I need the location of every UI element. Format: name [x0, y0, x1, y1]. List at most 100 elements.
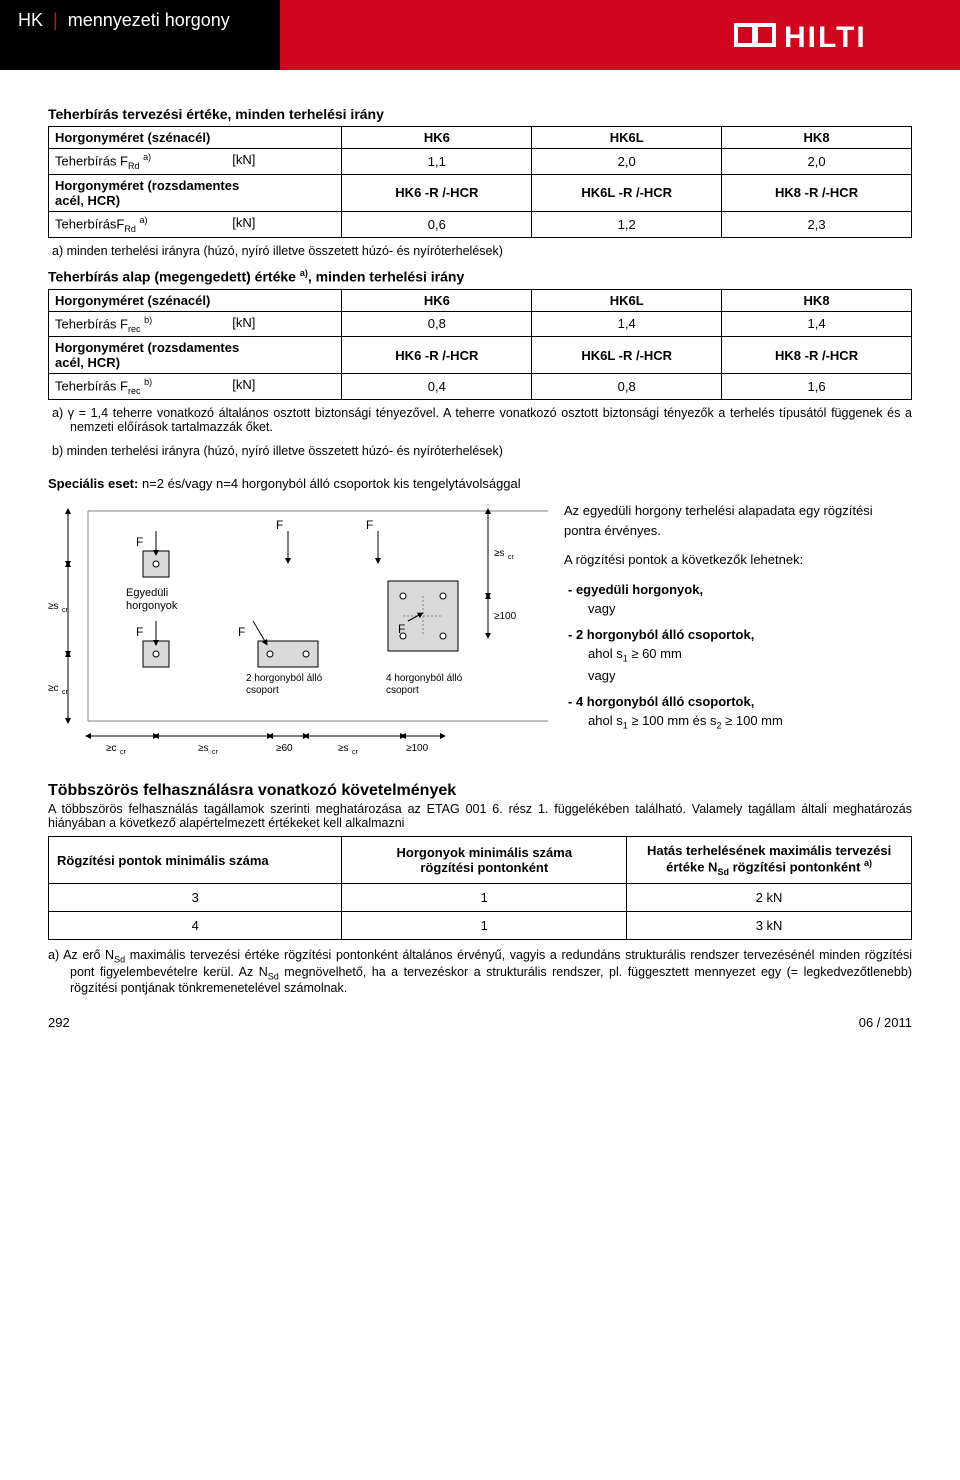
req-h3sub: Sd	[717, 867, 729, 877]
special-case: Speciális eset: n=2 és/vagy n=4 horgonyb…	[48, 476, 912, 491]
svg-text:cr: cr	[62, 689, 69, 696]
hilti-logo: HILTI	[730, 15, 930, 55]
right-li2: - 2 horgonyból álló csoportok, ahol s1 ≥…	[568, 625, 912, 686]
req-h3sup: a)	[864, 858, 872, 868]
table1-note: a) minden terhelési irányra (húzó, nyíró…	[48, 244, 912, 258]
t2-r2c4: 1,4	[722, 311, 912, 337]
t1-r1c2: HK6	[342, 127, 532, 149]
special-text: n=2 és/vagy n=4 horgonyból álló csoporto…	[142, 476, 521, 491]
li1b: vagy	[578, 601, 615, 616]
diagram-text: Az egyedüli horgony terhelési alapadata …	[564, 501, 912, 764]
right-li3: - 4 horgonyból álló csoportok, ahol s1 ≥…	[568, 692, 912, 734]
li1a: - egyedüli horgonyok,	[568, 582, 703, 597]
table2-note-a: a) γ = 1,4 teherre vonatkozó általános o…	[48, 406, 912, 434]
svg-text:HILTI: HILTI	[784, 21, 867, 54]
t1-r3c3: HK6L -R /-HCR	[532, 174, 722, 211]
t2-r2c1sup: b)	[144, 315, 152, 325]
req-intro: A többszörös felhasználás tagállamok sze…	[48, 802, 912, 830]
t2-r3c4: HK8 -R /-HCR	[722, 337, 912, 374]
fasub: Sd	[114, 955, 125, 965]
svg-text:≥s: ≥s	[48, 601, 59, 612]
t2-r1c3: HK6L	[532, 289, 722, 311]
li3a: - 4 horgonyból álló csoportok,	[568, 694, 754, 709]
t1-r4c1: TeherbírásFRd a) [kN]	[49, 211, 342, 237]
li3c: ≥ 100 mm és s	[628, 713, 717, 728]
header-logo-block: HILTI	[280, 0, 960, 70]
header-sep: |	[53, 10, 58, 31]
svg-text:F: F	[136, 535, 143, 549]
svg-text:cr: cr	[508, 554, 515, 561]
svg-text:≥s: ≥s	[494, 548, 505, 559]
right-p1: Az egyedüli horgony terhelési alapadata …	[564, 501, 912, 540]
t1-r4c1sub: Rd	[124, 224, 136, 234]
t2-r1c4: HK8	[722, 289, 912, 311]
req-footnote: a) Az erő NSd maximális tervezési értéke…	[48, 948, 912, 995]
table2: Horgonyméret (szénacél) HK6 HK6L HK8 Teh…	[48, 289, 912, 401]
header-title-block: HK | mennyezeti horgony	[0, 0, 280, 70]
t1-r2c1sub: Rd	[128, 161, 140, 171]
anchor-diagram: F F Egyedüli horgonyok F F 2 horgonyból …	[48, 501, 548, 761]
svg-text:cr: cr	[62, 607, 69, 614]
table2-title: Teherbírás alap (megengedett) értéke a),…	[48, 268, 912, 285]
svg-text:≥100: ≥100	[494, 611, 517, 622]
svg-text:Egyedüli: Egyedüli	[126, 587, 168, 599]
svg-text:F: F	[136, 625, 143, 639]
diagram-svg-container: F F Egyedüli horgonyok F F 2 horgonyból …	[48, 501, 548, 764]
req-r2c2: 1	[342, 912, 627, 940]
req-r1c3: 2 kN	[627, 884, 912, 912]
t1-r1c3: HK6L	[532, 127, 722, 149]
li2a: - 2 horgonyból álló csoportok,	[568, 627, 754, 642]
req-r1c2: 1	[342, 884, 627, 912]
fa-pre: a)	[48, 948, 63, 962]
table1: Horgonyméret (szénacél) HK6 HK6L HK8 Teh…	[48, 126, 912, 238]
fasub2: Sd	[268, 971, 279, 981]
diagram-row: F F Egyedüli horgonyok F F 2 horgonyból …	[48, 501, 912, 764]
t1-r4c3: 1,2	[532, 211, 722, 237]
t1-r2c1: Teherbírás FRd a) [kN]	[49, 149, 342, 175]
svg-text:≥s: ≥s	[198, 743, 209, 754]
svg-text:cr: cr	[120, 749, 127, 756]
page-number: 292	[48, 1015, 70, 1030]
t2-title-sup: a)	[300, 268, 308, 278]
special-label: Speciális eset:	[48, 476, 138, 491]
svg-text:≥100: ≥100	[406, 743, 429, 754]
t1-r4c1a: TeherbírásF	[55, 216, 124, 231]
t1-r3c4: HK8 -R /-HCR	[722, 174, 912, 211]
req-r2c1: 4	[49, 912, 342, 940]
svg-text:2 horgonyból álló: 2 horgonyból álló	[246, 673, 323, 684]
t2-r1c2: HK6	[342, 289, 532, 311]
t2-r4c1sup: b)	[144, 377, 152, 387]
t2-r4c1sub: rec	[128, 386, 141, 396]
t2-r4c3: 0,8	[532, 374, 722, 400]
header-title: mennyezeti horgony	[68, 10, 230, 31]
li2c: ≥ 60 mm	[628, 646, 682, 661]
svg-text:F: F	[398, 622, 405, 636]
svg-text:≥s: ≥s	[338, 743, 349, 754]
svg-text:csoport: csoport	[386, 685, 419, 696]
t2-r2c3: 1,4	[532, 311, 722, 337]
page-header: HK | mennyezeti horgony HILTI	[0, 0, 960, 70]
t1-r4c4: 2,3	[722, 211, 912, 237]
t2-r4c1a: Teherbírás F	[55, 379, 128, 394]
t2-r2c1sub: rec	[128, 323, 141, 333]
t2-r3c3: HK6L -R /-HCR	[532, 337, 722, 374]
svg-text:F: F	[238, 625, 245, 639]
t2-title-a: Teherbírás alap (megengedett) értéke	[48, 269, 300, 285]
t2-r4c4: 1,6	[722, 374, 912, 400]
svg-text:≥c: ≥c	[48, 683, 59, 694]
t1-r4c1sup: a)	[140, 215, 148, 225]
t1-r4c2: 0,6	[342, 211, 532, 237]
right-p2: A rögzítési pontok a következők lehetnek…	[564, 550, 912, 570]
t2-r2c1b: [kN]	[232, 315, 255, 330]
t2-r4c1: Teherbírás Frec b) [kN]	[49, 374, 342, 400]
table2-note-b: b) minden terhelési irányra (húzó, nyíró…	[48, 444, 912, 458]
t2-r4c2: 0,4	[342, 374, 532, 400]
t1-r3c1: Horgonyméret (rozsdamentes acél, HCR)	[49, 174, 342, 211]
t1-r2c1a: Teherbírás F	[55, 153, 128, 168]
li3-line: ahol s1 ≥ 100 mm és s2 ≥ 100 mm	[578, 713, 783, 728]
t1-r3c2: HK6 -R /-HCR	[342, 174, 532, 211]
svg-text:csoport: csoport	[246, 685, 279, 696]
table1-title: Teherbírás tervezési értéke, minden terh…	[48, 106, 912, 122]
page-content: Teherbírás tervezési értéke, minden terh…	[0, 70, 960, 1015]
t1-r2c1b: [kN]	[232, 152, 255, 167]
